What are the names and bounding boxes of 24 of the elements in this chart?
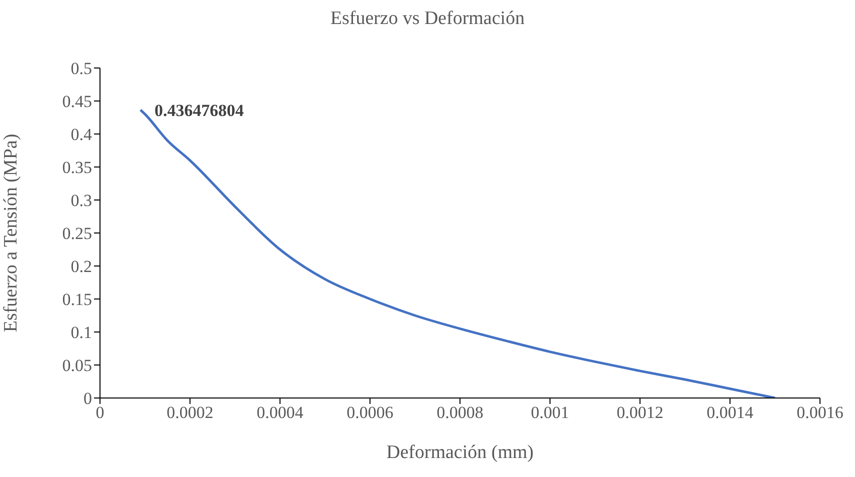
y-tick-label: 0.5	[70, 59, 92, 78]
x-tick-label: 0.0016	[796, 403, 844, 422]
y-tick-label: 0	[84, 389, 92, 408]
y-tick-label: 0.1	[70, 323, 92, 342]
x-tick-label: 0	[96, 403, 104, 422]
y-axis-title: Esfuerzo a Tensión (MPa)	[0, 134, 22, 332]
data-label: 0.436476804	[154, 100, 244, 120]
x-axis-title: Deformación (mm)	[386, 442, 534, 463]
y-tick-label: 0.4	[70, 125, 92, 144]
y-tick-label: 0.05	[62, 356, 92, 376]
x-tick-label: 0.0014	[706, 403, 754, 422]
x-tick-label: 0.0006	[346, 403, 394, 422]
chart-title: Esfuerzo vs Deformación	[329, 8, 526, 30]
x-tick-label: 0.0012	[616, 403, 664, 422]
y-tick-label: 0.3	[70, 191, 92, 210]
x-tick-label: 0.001	[530, 403, 570, 422]
y-tick-label: 0.2	[70, 257, 92, 276]
x-tick-label: 0.0004	[256, 403, 304, 422]
y-tick-label: 0.25	[62, 224, 92, 244]
y-tick-label: 0.15	[62, 290, 92, 310]
x-tick-label: 0.0002	[166, 403, 214, 422]
y-tick-label: 0.45	[62, 92, 92, 112]
x-tick-label: 0.0008	[436, 403, 484, 422]
y-tick-label: 0.35	[62, 158, 92, 178]
